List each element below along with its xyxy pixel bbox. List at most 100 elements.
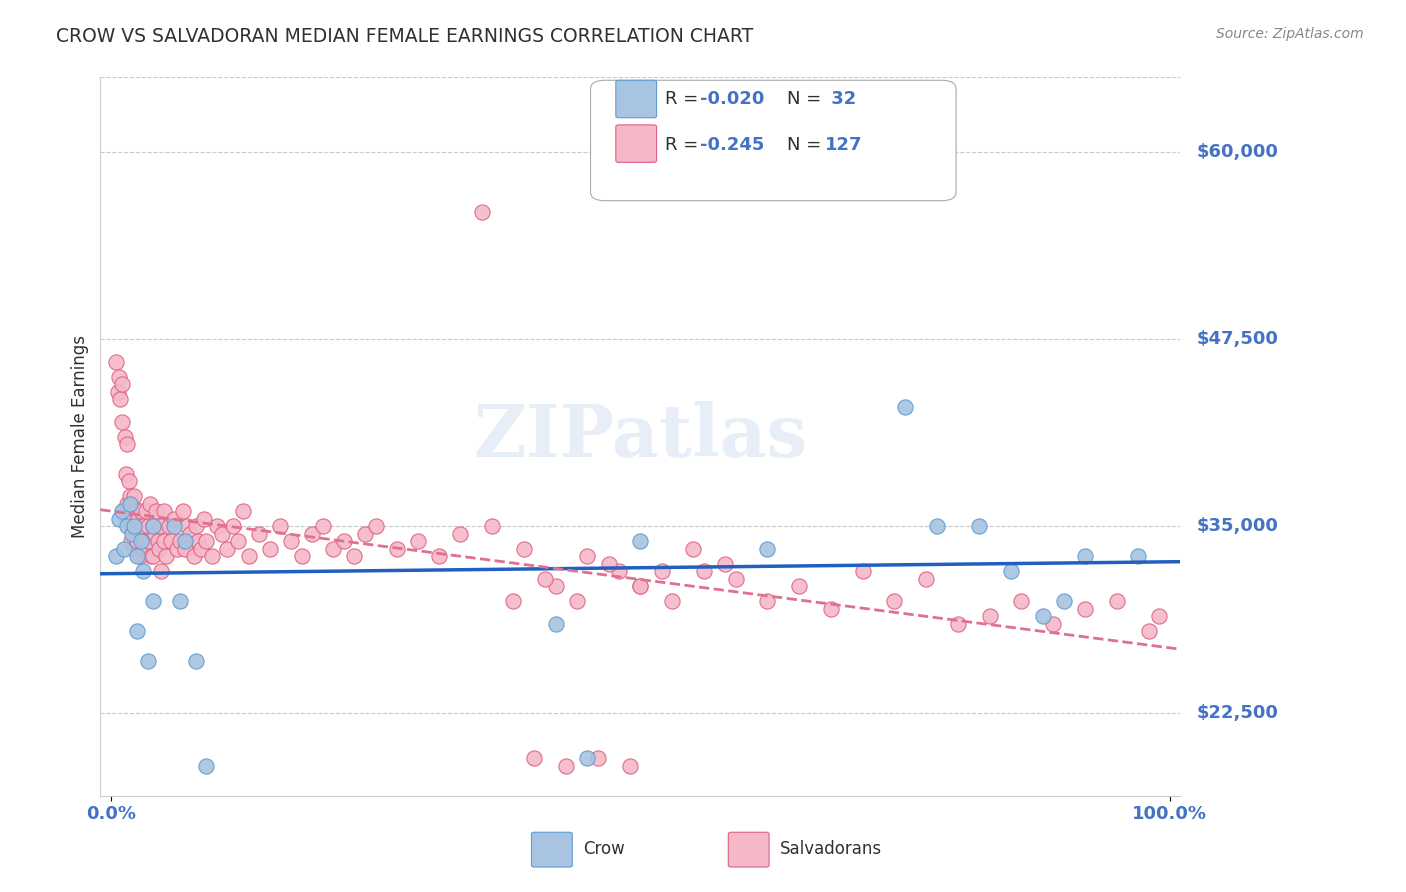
Text: 32: 32 <box>825 90 856 108</box>
Point <box>115 519 138 533</box>
Point <box>169 534 191 549</box>
Point <box>967 519 990 533</box>
Point <box>121 527 143 541</box>
Point <box>115 497 138 511</box>
Point <box>200 549 222 564</box>
Point <box>269 519 291 533</box>
Point <box>852 564 875 578</box>
Point <box>163 519 186 533</box>
Point <box>187 534 209 549</box>
Point <box>195 534 218 549</box>
Text: Crow: Crow <box>583 840 626 858</box>
Point <box>502 594 524 608</box>
Point <box>135 504 157 518</box>
Point <box>141 549 163 564</box>
Point <box>108 512 131 526</box>
Y-axis label: Median Female Earnings: Median Female Earnings <box>72 335 89 538</box>
Point <box>127 624 149 639</box>
Point <box>155 549 177 564</box>
Point <box>114 429 136 443</box>
Point <box>118 497 141 511</box>
Point <box>142 549 165 564</box>
Text: $47,500: $47,500 <box>1197 330 1278 349</box>
Point <box>184 654 207 668</box>
Point <box>105 549 128 564</box>
Point <box>894 400 917 414</box>
Point <box>110 415 132 429</box>
Point <box>122 490 145 504</box>
Point <box>122 519 145 533</box>
Point <box>1147 609 1170 624</box>
Point <box>544 579 567 593</box>
Point <box>576 751 599 765</box>
Point <box>449 527 471 541</box>
Point <box>925 519 948 533</box>
Point <box>714 557 737 571</box>
Point <box>166 541 188 556</box>
Point <box>145 527 167 541</box>
Point <box>174 534 197 549</box>
Point <box>1011 594 1033 608</box>
Point <box>136 519 159 533</box>
Point <box>598 557 620 571</box>
Point <box>628 534 651 549</box>
Point <box>131 519 153 533</box>
Point <box>118 475 141 489</box>
Point <box>163 512 186 526</box>
Point <box>1042 616 1064 631</box>
Point <box>110 504 132 518</box>
Text: R =: R = <box>665 136 704 153</box>
Point <box>217 541 239 556</box>
Point <box>118 519 141 533</box>
Point <box>565 594 588 608</box>
Point <box>131 541 153 556</box>
Point <box>176 519 198 533</box>
Text: CROW VS SALVADORAN MEDIAN FEMALE EARNINGS CORRELATION CHART: CROW VS SALVADORAN MEDIAN FEMALE EARNING… <box>56 27 754 45</box>
Text: 127: 127 <box>825 136 863 153</box>
Point <box>693 564 716 578</box>
Point <box>136 541 159 556</box>
Point <box>756 541 779 556</box>
Point <box>915 572 938 586</box>
Point <box>513 541 536 556</box>
Point <box>153 534 176 549</box>
Text: N =: N = <box>787 136 827 153</box>
Point <box>290 549 312 564</box>
Point <box>172 504 194 518</box>
Point <box>112 504 135 518</box>
Point <box>259 541 281 556</box>
Point <box>127 549 149 564</box>
Point <box>979 609 1001 624</box>
Point <box>117 512 139 526</box>
Text: R =: R = <box>665 90 704 108</box>
Point <box>544 616 567 631</box>
Point <box>120 534 142 549</box>
Point <box>127 512 149 526</box>
Point <box>174 541 197 556</box>
Point <box>160 534 183 549</box>
Point <box>110 392 132 407</box>
Point <box>650 564 672 578</box>
Point <box>1137 624 1160 639</box>
Point <box>125 504 148 518</box>
Point <box>946 616 969 631</box>
Point <box>179 527 201 541</box>
Point <box>114 467 136 481</box>
Text: $22,500: $22,500 <box>1197 705 1278 723</box>
Point <box>1032 609 1054 624</box>
Point <box>619 759 641 773</box>
Point <box>385 541 408 556</box>
Point <box>129 504 152 518</box>
Point <box>105 355 128 369</box>
Point <box>364 519 387 533</box>
Point <box>1074 549 1097 564</box>
Point <box>628 579 651 593</box>
Point <box>481 519 503 533</box>
Point <box>153 504 176 518</box>
Point <box>107 384 129 399</box>
Point <box>110 377 132 392</box>
Text: Salvadorans: Salvadorans <box>780 840 883 858</box>
Point <box>1000 564 1022 578</box>
Point <box>586 751 609 765</box>
Point <box>139 497 162 511</box>
